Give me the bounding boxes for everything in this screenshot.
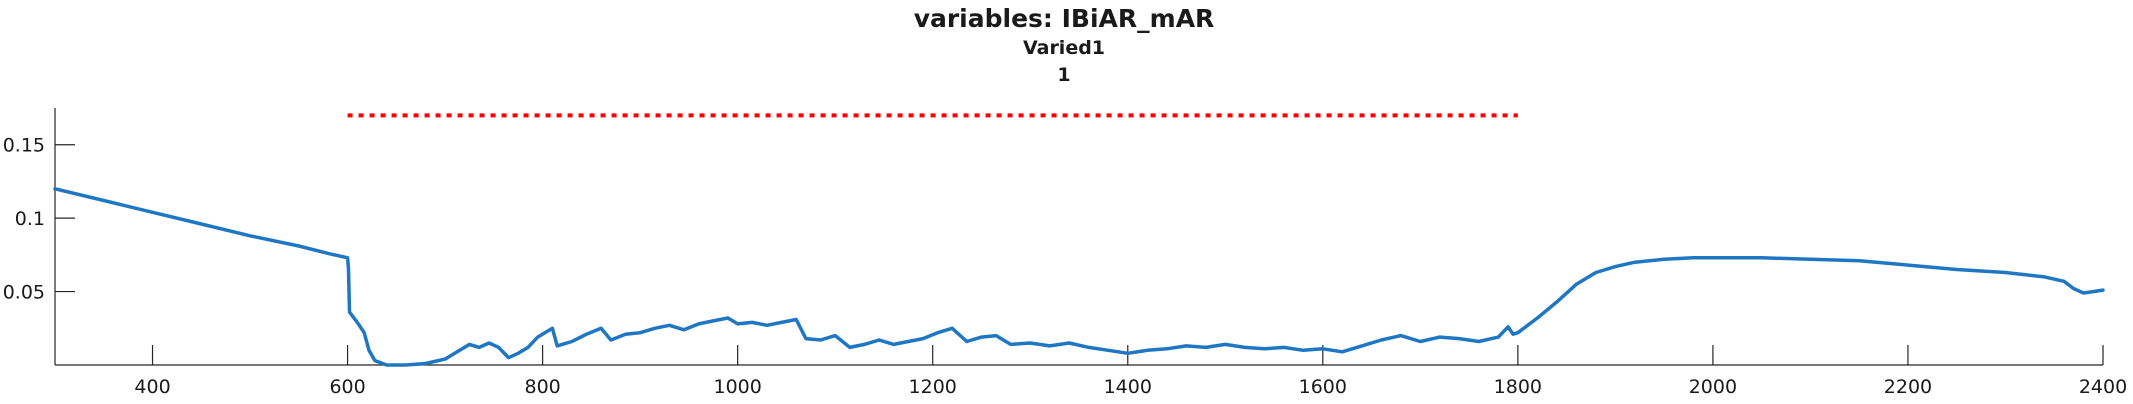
x-tick-label: 1800 (1494, 376, 1542, 398)
x-tick-label: 800 (524, 376, 560, 398)
x-tick-label: 1600 (1299, 376, 1347, 398)
x-tick-label: 1200 (909, 376, 957, 398)
y-tick-label: 0.05 (3, 282, 45, 304)
x-tick-label: 2000 (1689, 376, 1737, 398)
x-tick-label: 1400 (1104, 376, 1152, 398)
chart-title: variables: IBiAR_mAR (914, 4, 1215, 33)
plot-area: 400 600 800 1000 1200 1400 1600 1800 2000 2200 240… (3, 108, 2127, 398)
x-tick-label: 2400 (2079, 376, 2127, 398)
x-tick-label: 2200 (1884, 376, 1932, 398)
chart-subtitle-1: Varied1 (1023, 37, 1105, 59)
x-tick-label: 400 (134, 376, 170, 398)
y-tick-label: 0.15 (3, 135, 45, 157)
x-tick-label: 1000 (713, 376, 761, 398)
chart-subtitle-2: 1 (1057, 64, 1070, 86)
y-tick-label: 0.1 (15, 208, 45, 230)
x-tick-label: 600 (329, 376, 365, 398)
series-line-0 (53, 187, 2105, 367)
